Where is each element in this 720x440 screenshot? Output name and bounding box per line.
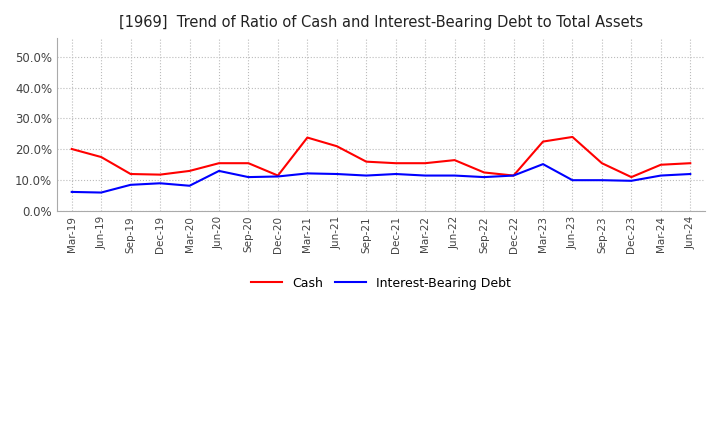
Cash bbox=[657, 162, 665, 167]
Cash bbox=[421, 161, 430, 166]
Cash bbox=[686, 161, 695, 166]
Title: [1969]  Trend of Ratio of Cash and Interest-Bearing Debt to Total Assets: [1969] Trend of Ratio of Cash and Intere… bbox=[119, 15, 643, 30]
Interest-Bearing Debt bbox=[392, 171, 400, 176]
Legend: Cash, Interest-Bearing Debt: Cash, Interest-Bearing Debt bbox=[246, 272, 516, 295]
Cash bbox=[185, 168, 194, 173]
Interest-Bearing Debt bbox=[97, 190, 106, 195]
Interest-Bearing Debt bbox=[126, 182, 135, 187]
Cash bbox=[392, 161, 400, 166]
Cash bbox=[97, 154, 106, 160]
Interest-Bearing Debt bbox=[598, 178, 606, 183]
Interest-Bearing Debt bbox=[274, 174, 282, 179]
Interest-Bearing Debt bbox=[244, 174, 253, 180]
Cash bbox=[303, 135, 312, 140]
Interest-Bearing Debt bbox=[362, 173, 371, 178]
Interest-Bearing Debt bbox=[657, 173, 665, 178]
Cash bbox=[244, 161, 253, 166]
Interest-Bearing Debt bbox=[480, 174, 488, 180]
Interest-Bearing Debt bbox=[215, 168, 223, 173]
Interest-Bearing Debt bbox=[509, 173, 518, 178]
Cash bbox=[568, 134, 577, 139]
Cash bbox=[450, 158, 459, 163]
Cash bbox=[509, 173, 518, 178]
Interest-Bearing Debt bbox=[627, 178, 636, 183]
Interest-Bearing Debt bbox=[450, 173, 459, 178]
Interest-Bearing Debt bbox=[303, 171, 312, 176]
Line: Interest-Bearing Debt: Interest-Bearing Debt bbox=[72, 164, 690, 193]
Interest-Bearing Debt bbox=[333, 171, 341, 176]
Interest-Bearing Debt bbox=[686, 171, 695, 176]
Interest-Bearing Debt bbox=[185, 183, 194, 188]
Cash bbox=[126, 171, 135, 176]
Cash bbox=[215, 161, 223, 166]
Interest-Bearing Debt bbox=[539, 161, 547, 167]
Cash bbox=[362, 159, 371, 164]
Cash bbox=[156, 172, 164, 177]
Cash bbox=[480, 170, 488, 175]
Cash bbox=[68, 147, 76, 152]
Cash bbox=[598, 161, 606, 166]
Cash bbox=[539, 139, 547, 144]
Cash bbox=[627, 174, 636, 180]
Cash bbox=[274, 173, 282, 178]
Cash bbox=[333, 143, 341, 149]
Interest-Bearing Debt bbox=[156, 181, 164, 186]
Interest-Bearing Debt bbox=[421, 173, 430, 178]
Interest-Bearing Debt bbox=[68, 189, 76, 194]
Line: Cash: Cash bbox=[72, 137, 690, 177]
Interest-Bearing Debt bbox=[568, 178, 577, 183]
